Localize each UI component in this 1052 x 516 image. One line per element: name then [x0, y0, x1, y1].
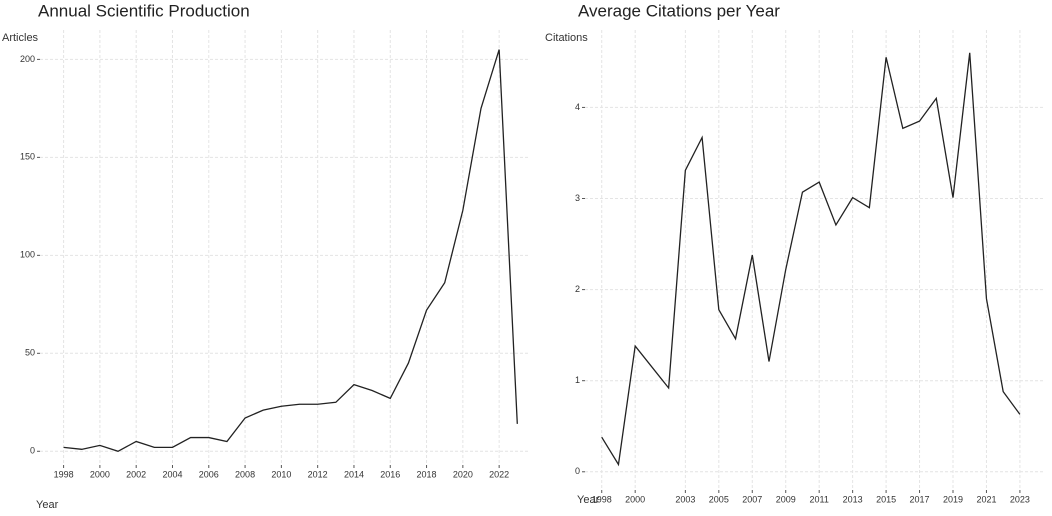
chart-title: Annual Scientific Production — [38, 1, 250, 20]
x-tick-label: 2006 — [199, 469, 219, 479]
x-tick-label: 2004 — [162, 469, 182, 479]
x-tick-label: 2022 — [489, 469, 509, 479]
x-axis-label: Year — [36, 499, 59, 511]
x-tick-label: 2002 — [126, 469, 146, 479]
y-tick-label: 1 — [575, 375, 580, 385]
y-tick-label: 0 — [575, 466, 580, 476]
x-tick-label: 2003 — [675, 494, 695, 504]
y-axis-label: Articles — [2, 32, 39, 44]
y-tick-label: 50 — [25, 348, 35, 358]
y-tick-label: 0 — [30, 446, 35, 456]
y-tick-label: 2 — [575, 284, 580, 294]
x-tick-label: 2007 — [742, 494, 762, 504]
y-tick-label: 4 — [575, 102, 580, 112]
y-tick-label: 150 — [20, 152, 35, 162]
x-tick-label: 2016 — [380, 469, 400, 479]
x-tick-label: 2014 — [344, 469, 364, 479]
x-tick-label: 1998 — [54, 469, 74, 479]
x-tick-label: 2000 — [625, 494, 645, 504]
x-tick-label: 2023 — [1010, 494, 1030, 504]
data-line — [601, 52, 1021, 467]
x-tick-label: 2005 — [709, 494, 729, 504]
x-tick-label: 2008 — [235, 469, 255, 479]
x-tick-label: 2000 — [90, 469, 110, 479]
data-line — [63, 49, 518, 452]
x-tick-label: 2020 — [453, 469, 473, 479]
x-tick-label: 2012 — [308, 469, 328, 479]
x-tick-label: 2019 — [943, 494, 963, 504]
x-axis-label: Year — [577, 494, 600, 506]
chart-title: Average Citations per Year — [578, 1, 780, 20]
y-tick-label: 100 — [20, 250, 35, 260]
y-axis-label: Citations — [545, 32, 588, 44]
x-tick-label: 2021 — [976, 494, 996, 504]
x-tick-label: 2018 — [417, 469, 437, 479]
x-tick-label: 2011 — [810, 494, 829, 504]
x-tick-label: 2013 — [843, 494, 863, 504]
y-tick-label: 200 — [20, 54, 35, 64]
x-tick-label: 2009 — [776, 494, 796, 504]
x-tick-label: 2015 — [876, 494, 896, 504]
x-tick-label: 2017 — [910, 494, 930, 504]
x-tick-label: 1998 — [592, 494, 612, 504]
y-tick-label: 3 — [575, 193, 580, 203]
x-tick-label: 2010 — [271, 469, 291, 479]
